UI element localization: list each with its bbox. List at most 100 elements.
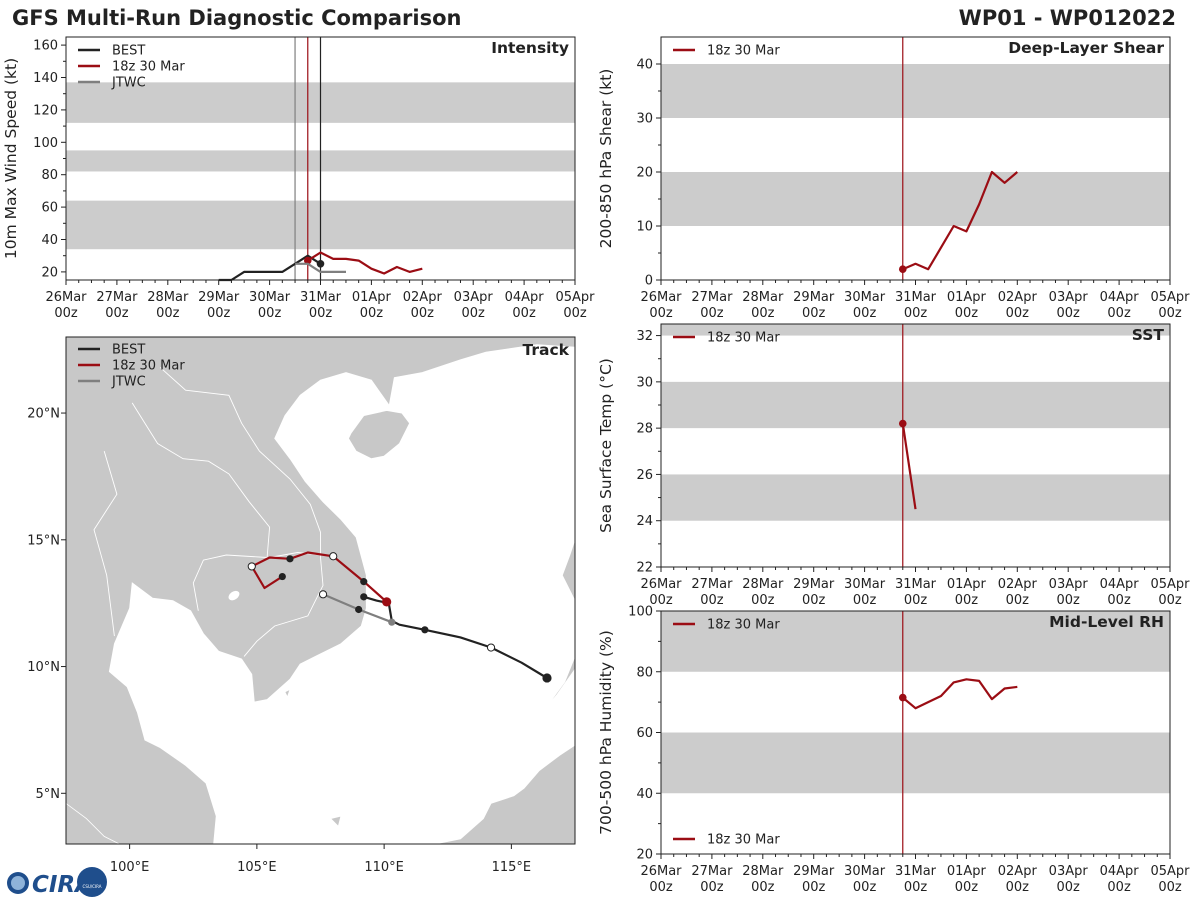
intensity-legend-label: 18z 30 Mar	[112, 60, 185, 75]
sst-xtick-label: 00z	[1006, 593, 1030, 608]
sst-band-0	[661, 474, 1170, 520]
logo-emblem-icon	[77, 867, 107, 897]
intensity-xtick-label: 00z	[309, 306, 333, 321]
rh-xtick-label: 00z	[1006, 880, 1030, 895]
shear-ylabel: 200-850 hPa Shear (kt)	[597, 69, 615, 249]
shear-xtick-label: 03Apr	[1049, 290, 1089, 305]
rh-xtick-label: 01Apr	[947, 864, 987, 879]
rh-xtick-label: 28Mar	[742, 864, 784, 879]
intensity-xtick-label: 00z	[563, 306, 587, 321]
shear-xtick-label: 00z	[1107, 306, 1131, 321]
shear-ytick-label: 30	[636, 112, 653, 127]
sst-title: SST	[1132, 326, 1165, 344]
shear-marker-0-0	[899, 265, 907, 273]
figure-title: GFS Multi-Run Diagnostic Comparison	[12, 6, 461, 30]
sst-xtick-label: 00z	[955, 593, 979, 608]
track-marker-1-4	[248, 563, 255, 570]
intensity-ytick-label: 80	[41, 168, 58, 183]
shear-xtick-label: 00z	[1158, 306, 1182, 321]
rh-ylabel: 700-500 hPa Humidity (%)	[597, 630, 615, 835]
shear-xtick-label: 00z	[1057, 306, 1081, 321]
sst-ytick-label: 22	[636, 561, 653, 576]
intensity-marker-0-0	[317, 260, 325, 268]
intensity-xtick-label: 00z	[462, 306, 486, 321]
intensity-legend-label: JTWC	[111, 76, 146, 91]
sst-ytick-label: 32	[636, 329, 653, 344]
shear-xtick-label: 30Mar	[844, 290, 886, 305]
sst-xtick-label: 03Apr	[1049, 577, 1089, 592]
shear-xtick-label: 00z	[700, 306, 724, 321]
intensity-ytick-label: 40	[41, 233, 58, 248]
sst-ylabel: Sea Surface Temp (°C)	[597, 358, 615, 533]
globe-inner-icon	[11, 876, 25, 890]
track-marker-1-1	[360, 578, 367, 585]
sst-xtick-label: 29Mar	[793, 577, 835, 592]
track-marker-1-0	[382, 597, 391, 606]
rh-xtick-label: 03Apr	[1049, 864, 1089, 879]
sst-frame	[661, 324, 1170, 567]
rh-xtick-label: 00z	[751, 880, 775, 895]
shear-ytick-label: 10	[636, 220, 653, 235]
track-xtick-label: 100°E	[110, 860, 150, 875]
shear-xtick-label: 29Mar	[793, 290, 835, 305]
intensity-xtick-label: 00z	[54, 306, 78, 321]
shear-xtick-label: 00z	[904, 306, 928, 321]
intensity-legend-label: BEST	[112, 44, 145, 59]
sst-xtick-label: 01Apr	[947, 577, 987, 592]
intensity-xtick-label: 05Apr	[555, 290, 595, 305]
sst-xtick-label: 27Mar	[691, 577, 733, 592]
track-marker-0-2	[421, 626, 428, 633]
rh-title: Mid-Level RH	[1049, 613, 1164, 631]
track-marker-1-2	[330, 553, 337, 560]
sst-xtick-label: 00z	[1107, 593, 1131, 608]
track-marker-1-3	[286, 555, 293, 562]
sst-xtick-label: 28Mar	[742, 577, 784, 592]
rh-ytick-label: 20	[636, 848, 653, 863]
rh-xtick-label: 00z	[955, 880, 979, 895]
intensity-xtick-label: 00z	[207, 306, 231, 321]
intensity-xtick-label: 00z	[512, 306, 536, 321]
shear-xtick-label: 05Apr	[1150, 290, 1190, 305]
intensity-ytick-label: 140	[33, 71, 58, 86]
rh-xtick-label: 00z	[649, 880, 673, 895]
sst-xtick-label: 04Apr	[1100, 577, 1140, 592]
intensity-xtick-label: 00z	[360, 306, 384, 321]
shear-xtick-label: 00z	[802, 306, 826, 321]
track-ytick-label: 20°N	[27, 407, 60, 422]
track-marker-2-1	[355, 606, 362, 613]
intensity-xtick-label: 04Apr	[505, 290, 545, 305]
sst-xtick-label: 00z	[802, 593, 826, 608]
rh-xtick-label: 31Mar	[895, 864, 937, 879]
rh-xtick-label: 00z	[1057, 880, 1081, 895]
rh-xtick-label: 00z	[1158, 880, 1182, 895]
track-marker-2-0	[388, 619, 395, 626]
shear-xtick-label: 00z	[853, 306, 877, 321]
sst-xtick-label: 00z	[1057, 593, 1081, 608]
shear-ytick-label: 0	[645, 274, 653, 289]
intensity-xtick-label: 02Apr	[403, 290, 443, 305]
shear-xtick-label: 31Mar	[895, 290, 937, 305]
sst-ytick-label: 26	[636, 468, 653, 483]
logo-subtext: CSU/CIRA	[83, 884, 102, 889]
rh-marker-0-0	[899, 694, 907, 702]
intensity-ytick-label: 160	[33, 39, 58, 54]
shear-band-0	[661, 172, 1170, 226]
rh-xtick-label: 00z	[904, 880, 928, 895]
rh-ytick-label: 40	[636, 787, 653, 802]
shear-xtick-label: 00z	[955, 306, 979, 321]
rh-panel: 2040608010026Mar00z27Mar00z28Mar00z29Mar…	[597, 605, 1190, 896]
track-marker-1-5	[279, 573, 286, 580]
rh-xtick-label: 00z	[1107, 880, 1131, 895]
track-ytick-label: 5°N	[36, 787, 61, 802]
shear-band-1	[661, 64, 1170, 118]
rh-xtick-label: 05Apr	[1150, 864, 1190, 879]
intensity-xtick-label: 27Mar	[96, 290, 138, 305]
shear-xtick-label: 02Apr	[998, 290, 1038, 305]
sst-marker-0-0	[899, 420, 907, 428]
track-title: Track	[523, 341, 570, 359]
sst-xtick-label: 00z	[700, 593, 724, 608]
track-marker-2-2	[319, 591, 326, 598]
track-ytick-label: 10°N	[27, 660, 60, 675]
